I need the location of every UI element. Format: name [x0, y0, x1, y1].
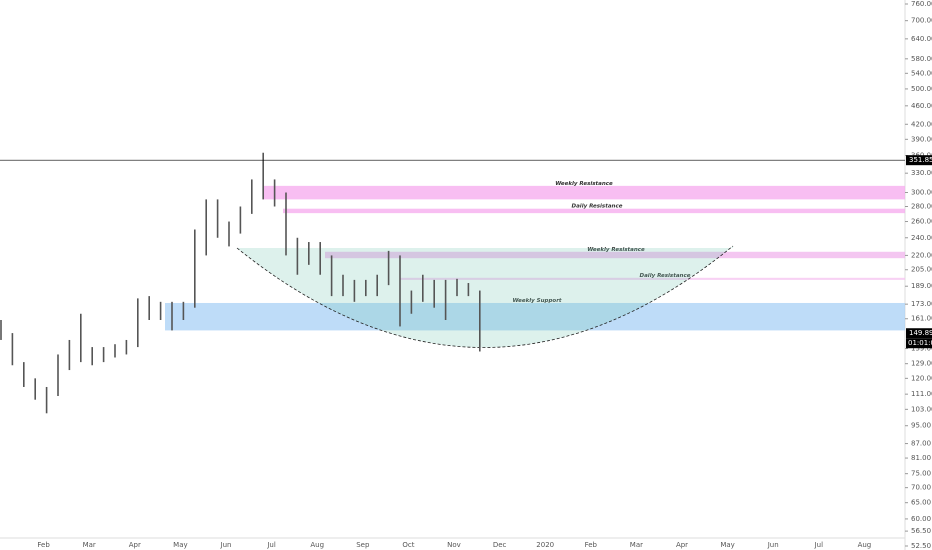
- y-tick-label: 75.00: [911, 470, 931, 478]
- y-tick-label: 260.00: [911, 218, 932, 226]
- y-tick-label: 460.00: [911, 102, 932, 110]
- y-tick-label: 300.00: [911, 189, 932, 197]
- x-tick-label: Mar: [83, 541, 96, 549]
- x-tick-label: May: [173, 541, 187, 549]
- y-tick-label: 500.00: [911, 85, 932, 93]
- y-tick-label: 81.00: [911, 454, 931, 462]
- y-tick-label: 60.00: [911, 515, 931, 523]
- zone-label: Weekly Resistance: [555, 181, 613, 187]
- y-tick-label: 52.50: [911, 542, 931, 550]
- y-tick-label: 129.00: [911, 360, 932, 368]
- x-tick-label: Aug: [858, 541, 872, 549]
- x-tick-label: Jun: [220, 541, 232, 549]
- y-tick-label: 205.00: [911, 266, 932, 274]
- y-tick-label: 189.00: [911, 282, 932, 290]
- price-label: 351.85: [909, 156, 932, 164]
- y-tick-label: 760.00: [911, 0, 932, 8]
- zone: [400, 277, 905, 280]
- cup-curve: [236, 245, 734, 348]
- y-tick-label: 580.00: [911, 55, 932, 63]
- y-tick-label: 240.00: [911, 234, 932, 242]
- price-label-box: [906, 328, 932, 339]
- x-tick-label: Nov: [447, 541, 461, 549]
- y-tick-label: 70.00: [911, 484, 931, 492]
- x-tick-label: Aug: [310, 541, 324, 549]
- y-tick-label: 540.00: [911, 69, 932, 77]
- y-tick-label: 139.00: [911, 345, 932, 353]
- y-tick-label: 640.00: [911, 35, 932, 43]
- x-tick-label: Oct: [402, 541, 414, 549]
- y-tick-label: 220.00: [911, 251, 932, 259]
- x-tick-label: Mar: [630, 541, 643, 549]
- countdown: 01:01:08: [908, 339, 932, 347]
- x-tick-label: Sep: [356, 541, 370, 549]
- countdown-box: [906, 338, 932, 349]
- y-tick-label: 87.00: [911, 440, 931, 448]
- y-tick-label: 103.00: [911, 405, 932, 413]
- y-tick-label: 95.00: [911, 422, 931, 430]
- zone: [165, 302, 905, 331]
- x-tick-label: Apr: [129, 541, 141, 549]
- x-tick-label: May: [720, 541, 734, 549]
- zone: [283, 208, 905, 214]
- x-tick-label: Jul: [266, 541, 276, 549]
- y-tick-label: 56.50: [911, 527, 931, 535]
- cup-pattern: [236, 245, 734, 348]
- y-tick-label: 120.00: [911, 374, 932, 382]
- zone-label: Weekly Resistance: [587, 247, 645, 253]
- y-tick-label: 330.00: [911, 169, 932, 177]
- y-tick-label: 111.00: [911, 390, 932, 398]
- x-tick-label: Jun: [767, 541, 779, 549]
- zone: [263, 185, 905, 200]
- x-tick-label: Apr: [676, 541, 688, 549]
- x-tick-label: Dec: [493, 541, 507, 549]
- zone-label: Daily Resistance: [640, 273, 691, 279]
- y-tick-label: 161.00: [911, 315, 932, 323]
- price-label: 149.89: [909, 329, 932, 337]
- zone-label: Daily Resistance: [572, 204, 623, 210]
- x-tick-label: 2020: [536, 541, 554, 549]
- x-tick-label: Feb: [585, 541, 598, 549]
- y-tick-label: 280.00: [911, 203, 932, 211]
- zone-label: Weekly Support: [512, 298, 561, 304]
- zone: [325, 251, 905, 259]
- cup-fill: [237, 246, 733, 348]
- y-tick-label: 65.00: [911, 499, 931, 507]
- y-tick-label: 700.00: [911, 17, 932, 25]
- y-tick-label: 390.00: [911, 135, 932, 143]
- x-tick-label: Jul: [814, 541, 824, 549]
- x-tick-label: Feb: [37, 541, 50, 549]
- price-label-box: [906, 155, 932, 166]
- y-tick-label: 173.00: [911, 300, 932, 308]
- y-tick-label: 420.00: [911, 120, 932, 128]
